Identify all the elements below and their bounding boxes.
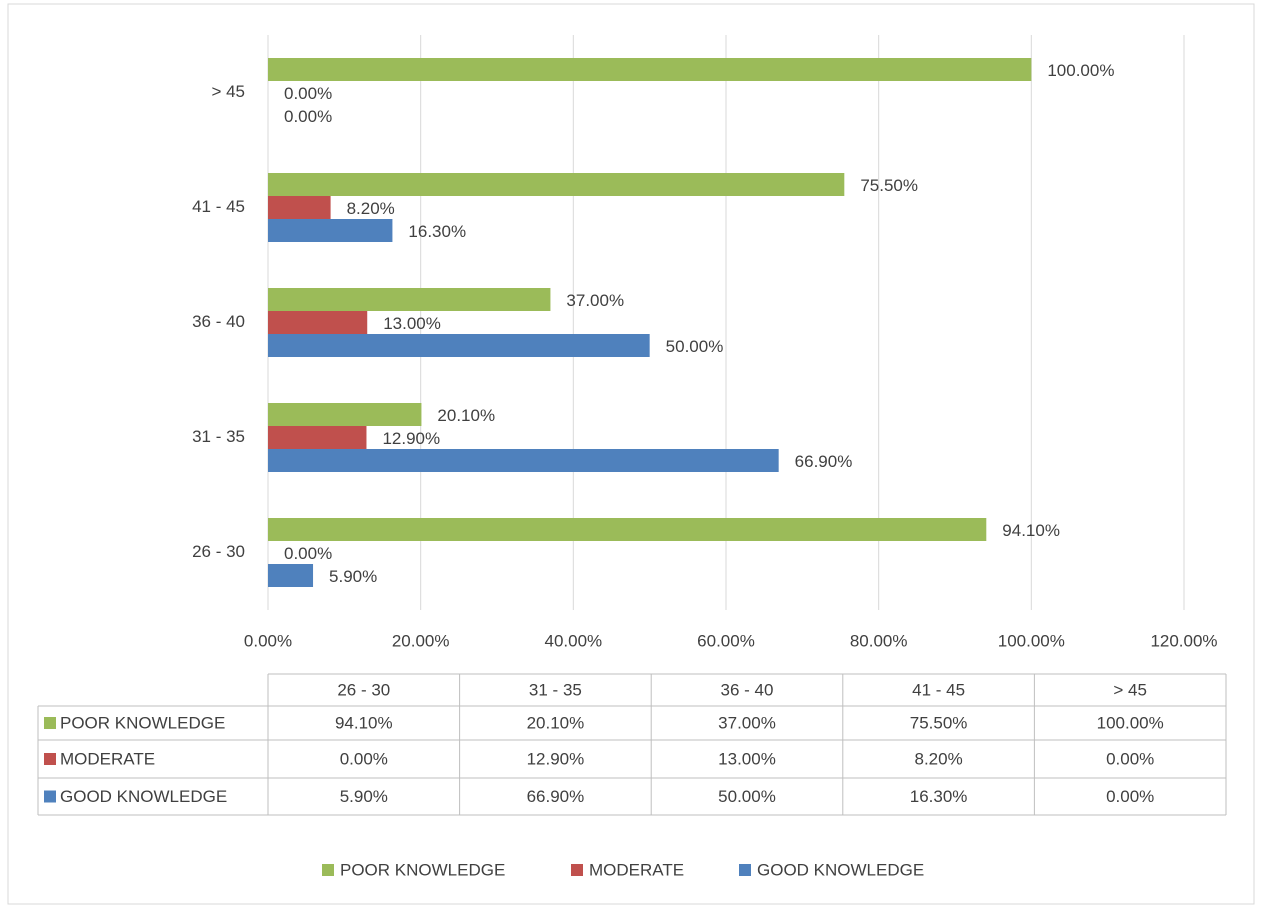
data-label: 100.00% [1047, 61, 1114, 80]
table-cell: 20.10% [527, 713, 585, 732]
data-label: 5.90% [329, 567, 377, 586]
table-cell: 37.00% [718, 713, 776, 732]
table-header: 31 - 35 [529, 680, 582, 699]
bar [268, 403, 422, 426]
y-tick-label: 36 - 40 [192, 312, 245, 331]
table-row-label: MODERATE [60, 749, 155, 768]
data-label: 75.50% [860, 176, 918, 195]
legend-label: GOOD KNOWLEDGE [757, 860, 924, 879]
bar [268, 288, 551, 311]
table-cell: 12.90% [527, 749, 585, 768]
legend-key [322, 864, 334, 876]
table-cell: 100.00% [1097, 713, 1164, 732]
table-cell: 16.30% [910, 787, 968, 806]
table-header: 41 - 45 [912, 680, 965, 699]
bar [268, 518, 987, 541]
bar [268, 564, 314, 587]
bar [268, 334, 650, 357]
x-tick-label: 40.00% [544, 631, 602, 650]
legend-label: POOR KNOWLEDGE [340, 860, 505, 879]
table-header: 36 - 40 [721, 680, 774, 699]
data-label: 16.30% [408, 222, 466, 241]
data-label: 20.10% [437, 406, 495, 425]
data-label: 37.00% [566, 291, 624, 310]
legend-key [739, 864, 751, 876]
data-label: 0.00% [284, 544, 332, 563]
table-cell: 0.00% [1106, 787, 1154, 806]
table-cell: 75.50% [910, 713, 968, 732]
table-cell: 13.00% [718, 749, 776, 768]
legend-label: MODERATE [589, 860, 684, 879]
legend-key [571, 864, 583, 876]
table-cell: 0.00% [1106, 749, 1154, 768]
table-row-label: POOR KNOWLEDGE [60, 713, 225, 732]
table-cell: 5.90% [340, 787, 388, 806]
data-label: 12.90% [382, 429, 440, 448]
x-tick-label: 80.00% [850, 631, 908, 650]
bar [268, 58, 1032, 81]
data-label: 8.20% [347, 199, 395, 218]
bar [268, 426, 367, 449]
table-legend-key [44, 753, 56, 765]
y-tick-label: 41 - 45 [192, 197, 245, 216]
table-cell: 66.90% [527, 787, 585, 806]
data-label: 0.00% [284, 107, 332, 126]
data-label: 66.90% [795, 452, 853, 471]
x-tick-label: 0.00% [244, 631, 292, 650]
table-cell: 8.20% [914, 749, 962, 768]
y-tick-label: > 45 [211, 82, 245, 101]
bar [268, 311, 368, 334]
x-tick-label: 20.00% [392, 631, 450, 650]
x-tick-label: 100.00% [998, 631, 1065, 650]
bar [268, 173, 845, 196]
data-label: 50.00% [666, 337, 724, 356]
data-label: 0.00% [284, 84, 332, 103]
data-label: 94.10% [1002, 521, 1060, 540]
x-tick-label: 120.00% [1150, 631, 1217, 650]
table-cell: 0.00% [340, 749, 388, 768]
bar [268, 196, 331, 219]
table-header: 26 - 30 [337, 680, 390, 699]
x-tick-label: 60.00% [697, 631, 755, 650]
data-label: 13.00% [383, 314, 441, 333]
table-cell: 94.10% [335, 713, 393, 732]
table-legend-key [44, 717, 56, 729]
table-row-label: GOOD KNOWLEDGE [60, 787, 227, 806]
table-cell: 50.00% [718, 787, 776, 806]
table-legend-key [44, 790, 56, 803]
bar [268, 449, 779, 472]
y-tick-label: 26 - 30 [192, 542, 245, 561]
y-tick-label: 31 - 35 [192, 427, 245, 446]
table-header: > 45 [1113, 680, 1147, 699]
bar [268, 219, 393, 242]
